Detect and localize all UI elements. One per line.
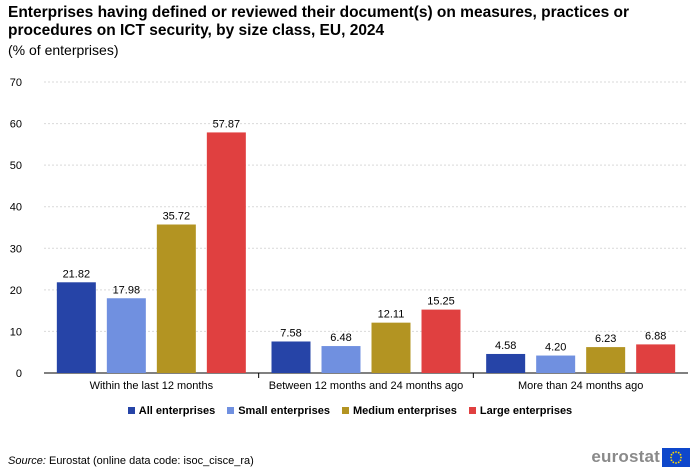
data-label: 6.88 — [645, 330, 666, 342]
legend-item: Medium enterprises — [341, 405, 457, 417]
bar — [586, 347, 626, 373]
bar — [271, 341, 311, 373]
legend-item: Small enterprises — [227, 405, 330, 417]
chart-legend: All enterprises Small enterprises Medium e… — [0, 405, 700, 417]
bar — [156, 224, 196, 373]
bar — [486, 353, 526, 373]
legend-label: Medium enterprises — [352, 405, 457, 417]
y-tick-label: 40 — [10, 202, 22, 214]
y-tick-label: 70 — [10, 77, 22, 89]
source-label: Source: — [8, 455, 46, 467]
y-tick-label: 50 — [10, 160, 22, 172]
bar — [371, 322, 411, 373]
bar — [321, 346, 361, 373]
y-tick-label: 30 — [10, 243, 22, 255]
data-label: 12.11 — [378, 309, 405, 321]
chart-subtitle: (% of enterprises) — [8, 42, 119, 58]
x-category-label: More than 24 months ago — [518, 380, 643, 392]
source-note: Source: Eurostat (online data code: isoc… — [8, 455, 254, 467]
x-category-label: Within the last 12 months — [90, 380, 214, 392]
bar — [636, 344, 676, 373]
legend-label: Small enterprises — [238, 405, 330, 417]
legend-swatch — [468, 407, 476, 414]
data-label: 6.48 — [330, 332, 351, 344]
bar — [206, 132, 246, 373]
data-label: 17.98 — [113, 284, 141, 296]
data-label: 6.23 — [595, 333, 616, 345]
data-label: 7.58 — [280, 327, 301, 339]
data-label: 4.20 — [545, 342, 566, 354]
data-label: 15.25 — [427, 296, 455, 308]
bar — [56, 282, 96, 373]
data-label: 35.72 — [163, 211, 191, 223]
legend-swatch — [341, 407, 349, 414]
x-category-label: Between 12 months and 24 months ago — [269, 380, 463, 392]
chart-title: Enterprises having defined or reviewed t… — [8, 4, 630, 39]
data-label: 57.87 — [213, 118, 241, 130]
source-text: Eurostat (online data code: isoc_cisce_r… — [45, 455, 254, 467]
eurostat-logo: eurostat — [591, 447, 690, 467]
bar — [421, 309, 461, 373]
y-tick-label: 60 — [10, 119, 22, 131]
data-label: 21.82 — [63, 268, 91, 280]
y-tick-label: 20 — [10, 285, 22, 297]
logo-text: eurostat — [591, 447, 660, 466]
legend-label: All enterprises — [138, 405, 216, 417]
y-tick-label: 0 — [16, 368, 22, 380]
legend-item: All enterprises — [127, 405, 216, 417]
bar — [106, 298, 146, 373]
eu-flag-icon — [662, 447, 690, 467]
legend-label: Large enterprises — [479, 405, 573, 417]
legend-swatch — [127, 407, 135, 414]
y-tick-label: 10 — [10, 326, 22, 338]
legend-item: Large enterprises — [468, 405, 573, 417]
data-label: 4.58 — [495, 340, 516, 352]
legend-swatch — [227, 407, 235, 414]
bar-chart: 0 10 20 30 40 50 60 70 21.82 17.98 35.72 57.87 Withi… — [10, 77, 688, 392]
bar — [536, 355, 576, 373]
